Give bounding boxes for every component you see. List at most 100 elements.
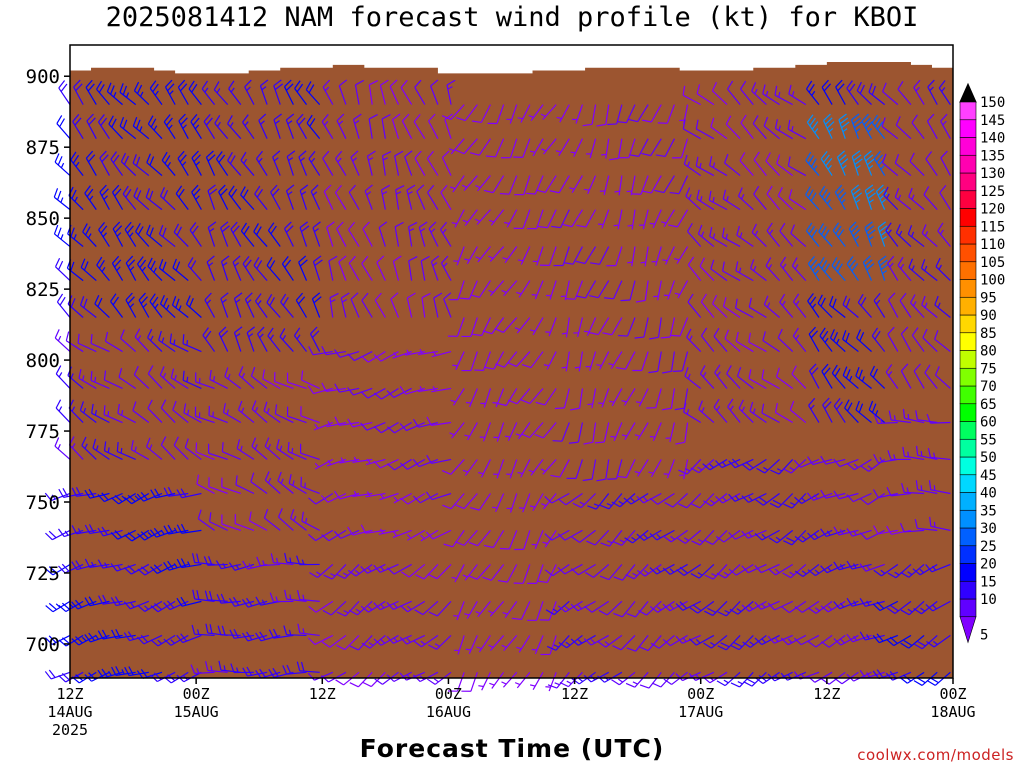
wind-barb [682,119,702,140]
wind-barb [668,209,689,228]
wind-barb [270,553,294,566]
barb-feather [136,119,141,129]
barb-staff [298,261,308,281]
barb-staff [228,193,242,210]
barb-feather [441,469,452,475]
barb-half-feather [178,305,182,311]
barb-half-feather [529,684,536,687]
barb-half-feather [725,233,728,240]
wind-barb [583,634,610,646]
barb-staff [391,119,400,139]
barb-staff [753,193,767,211]
barb-feather [314,259,323,267]
barb-staff [738,407,754,423]
wind-barb [354,79,365,105]
barb-staff [679,317,689,337]
barb-feather [180,117,188,126]
wind-barb [55,399,71,423]
barb-feather [123,632,131,641]
barb-staff [877,261,886,281]
barb-feather [787,119,791,130]
barb-half-feather [888,371,893,376]
wind-barb [727,80,741,105]
barb-staff [478,280,491,298]
wind-barb [378,221,388,247]
barb-feather [53,188,59,198]
wind-barb [365,491,386,498]
barb-feather [240,186,246,196]
wind-barb [621,422,636,441]
wind-barb [482,317,505,335]
barb-staff [748,378,767,389]
barb-staff [196,483,215,495]
barb-staff [873,300,886,318]
wind-barb [506,104,518,124]
wind-barb [208,477,228,495]
barb-half-feather [781,300,786,306]
barb-feather [428,113,436,122]
wind-barb [218,326,229,352]
barb-feather [191,184,199,193]
barb-staff [194,598,215,602]
barb-feather [285,225,294,233]
wind-barb [208,405,228,424]
barb-feather [825,158,833,167]
barb-feather [136,670,144,679]
barb-half-feather [235,564,240,570]
barb-feather [110,597,117,606]
barb-half-feather [879,456,883,463]
wind-barb [338,255,347,281]
barb-feather [124,534,133,542]
wind-barb [138,292,150,318]
barb-half-feather [839,602,845,608]
barb-staff [564,563,583,575]
barb-staff [589,138,597,159]
chart-title: 2025081412 NAM forecast wind profile (kt… [105,2,919,33]
barb-half-feather [129,232,134,238]
barb-feather [772,499,782,506]
barb-staff [262,378,281,389]
barb-half-feather [489,682,495,686]
barb-feather [147,257,153,267]
wind-barb [675,634,701,644]
wind-barb [430,255,440,281]
barb-half-feather [451,222,458,225]
wind-barb [301,511,320,531]
wind-barb [441,104,465,121]
wind-barb [493,459,505,479]
barb-feather [927,79,935,88]
barb-feather [72,154,80,164]
barb-staff [427,192,439,210]
barb-staff [496,459,505,479]
wind-barb [934,366,951,389]
barb-feather [170,368,175,379]
barb-staff [887,333,899,352]
barb-staff [878,492,898,499]
barb-feather [583,638,592,646]
barb-feather [426,416,432,426]
barb-staff [253,231,268,247]
barb-half-feather [561,332,568,335]
barb-staff [483,388,492,408]
barb-half-feather [643,569,649,575]
wind-barb [698,400,715,423]
wind-barb [123,600,150,610]
barb-half-feather [316,571,322,576]
barb-feather [123,601,131,610]
wind-barb [336,634,360,651]
barb-half-feather [528,114,534,118]
barb-feather [373,354,382,362]
barb-feather [921,224,927,234]
barb-feather [220,188,228,196]
barb-feather [441,115,452,121]
barb-staff [480,104,492,123]
barb-half-feather [393,637,398,643]
wind-barb [868,83,886,106]
barb-feather [45,532,53,541]
wind-barb [196,474,215,495]
barb-staff [817,302,833,318]
barb-half-feather [442,228,447,234]
barb-feather [386,463,395,471]
barb-half-feather [875,299,881,305]
credit-link[interactable]: coolwx.com/models [857,746,1014,764]
